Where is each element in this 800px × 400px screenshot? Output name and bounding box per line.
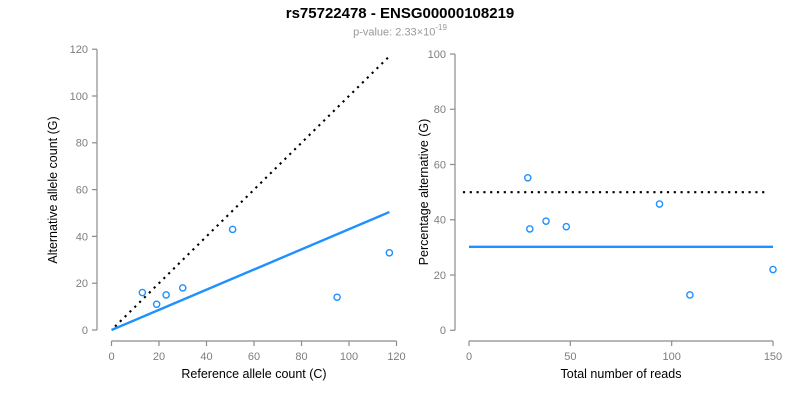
data-point	[523, 173, 532, 182]
data-point	[333, 293, 341, 302]
x-tick-label: 80	[295, 351, 307, 363]
p-value-exponent: -19	[435, 23, 447, 32]
y-tick-label: 40	[76, 231, 88, 243]
y-tick-label: 60	[76, 184, 88, 196]
p-value-text: p-value: 2.33×10	[353, 26, 436, 39]
fit-line	[111, 210, 390, 332]
data-point	[385, 248, 394, 257]
data-point	[769, 265, 777, 274]
y-tick-label: 20	[76, 278, 88, 290]
data-point	[562, 222, 571, 231]
x-tick-label: 100	[340, 351, 358, 363]
data-point	[178, 284, 187, 292]
data-point	[655, 200, 664, 208]
right-scatter-plot: 0 20 40 60 80 100 0 50 100 150 Total number of rea…	[417, 49, 782, 381]
x-tick-label: 150	[764, 351, 782, 363]
y-tick-label: 80	[434, 104, 446, 116]
x-tick-label: 50	[564, 351, 576, 363]
y-tick-label: 20	[434, 270, 446, 282]
data-point	[526, 225, 534, 233]
x-tick-label: 0	[466, 351, 472, 363]
data-point	[152, 300, 161, 309]
y-tick-label: 120	[70, 44, 88, 56]
y-tick-label: 100	[428, 49, 446, 61]
x-tick-label: 60	[248, 351, 260, 363]
x-tick-label: 100	[662, 351, 680, 363]
y-tick-label: 80	[76, 138, 88, 150]
data-point	[138, 288, 147, 297]
left-scatter-plot: 0 20 40 60 80 100 120 0 20 40 60 80 100 120 Reference …	[46, 44, 406, 381]
figure-title: rs75722478 - ENSG00000108219	[285, 5, 515, 22]
y-tick-label: 0	[82, 325, 88, 337]
y-tick-label: 60	[434, 159, 446, 171]
data-point	[686, 291, 694, 299]
identity-line	[114, 54, 392, 328]
x-tick-label: 40	[200, 351, 212, 363]
x-axis-title: Total number of reads	[561, 367, 682, 381]
x-axis-title: Reference allele count (C)	[181, 367, 326, 381]
y-tick-label: 0	[440, 325, 446, 337]
data-point	[228, 225, 237, 234]
y-axis-title: Alternative allele count (G)	[46, 116, 60, 263]
y-axis-title: Percentage alternative (G)	[417, 119, 431, 266]
x-tick-label: 20	[153, 351, 165, 363]
x-tick-label: 0	[108, 351, 114, 363]
data-point	[162, 291, 170, 299]
figure-subtitle: p-value: 2.33×10-19	[0, 23, 800, 39]
y-tick-label: 40	[434, 215, 446, 227]
x-tick-label: 120	[387, 351, 405, 363]
y-tick-label: 100	[70, 91, 88, 103]
data-point	[542, 217, 550, 225]
